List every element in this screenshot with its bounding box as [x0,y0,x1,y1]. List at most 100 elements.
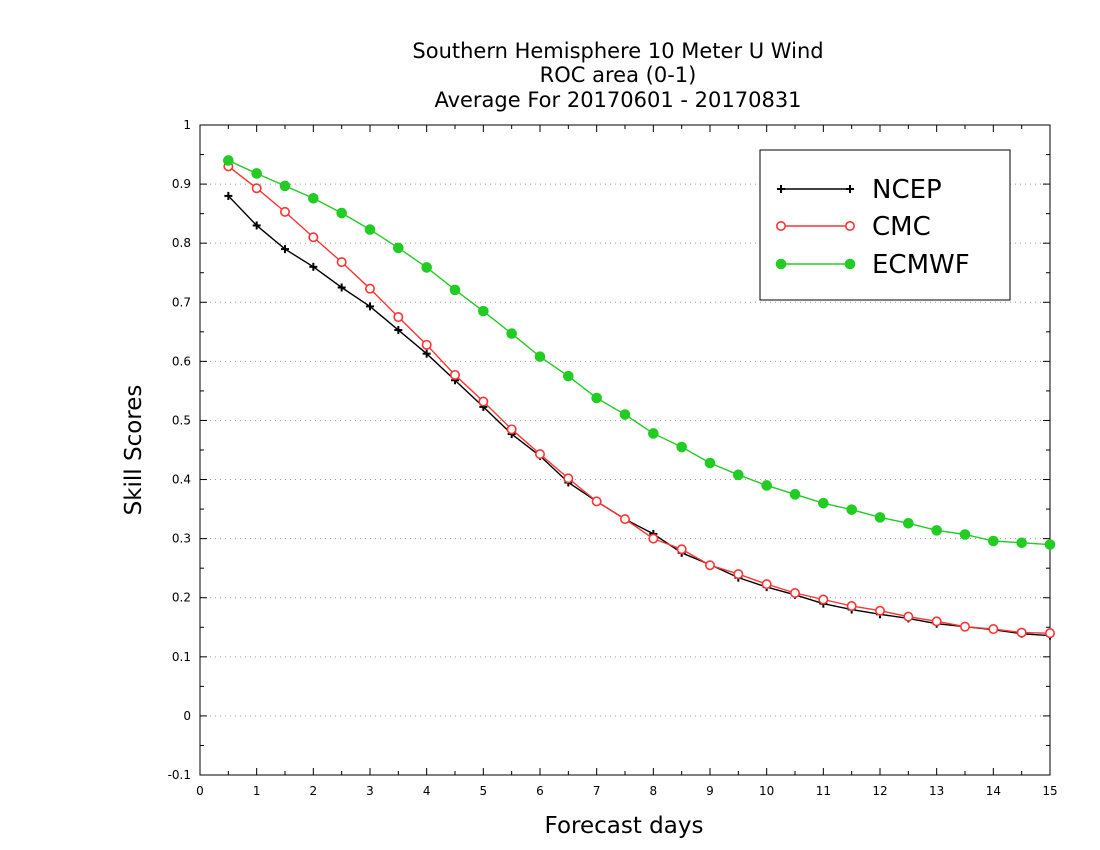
legend-swatch-marker [844,221,855,232]
ecmwf-point [761,480,772,491]
cmc-point [676,544,687,555]
cmc-point [336,257,347,268]
x-tick-label: 0 [196,784,204,798]
legend-item-cmc: CMC [775,212,931,242]
ncep-point [309,262,318,271]
ecmwf-point [988,535,999,547]
cmc-point [789,587,800,598]
x-axis-ticks: 0 1 2 3 4 5 6 7 8 9 10 11 12 13 14 15 [196,125,1058,798]
ecmwf-point [959,529,971,540]
x-tick-label: 1 [253,784,261,798]
y-tick-label: 0.7 [172,295,191,309]
cmc-point [874,605,885,616]
cmc-point [449,369,460,380]
cmc-point [704,560,715,571]
ncep-point [422,349,431,358]
title-line-2: ROC area (0-1) [540,63,697,87]
cmc-point [478,396,489,407]
cmc-point [733,569,744,580]
legend-box [759,149,1011,301]
title-line-3: Average For 20170601 - 20170831 [434,88,801,112]
y-tick-label: -0.1 [168,768,191,782]
y-tick-label: 0.8 [172,236,191,250]
ecmwf-point [336,207,347,219]
cmc-point [251,183,262,194]
cmc-point [421,339,432,350]
ecmwf-point [619,409,631,420]
ecmwf-point [591,392,602,404]
ecmwf-point [478,305,489,317]
x-tick-label: 15 [1042,784,1057,798]
ecmwf-point [846,504,857,515]
ecmwf-point [449,284,461,296]
y-tick-label: 0.5 [172,413,191,427]
series-cmc [223,161,1056,639]
x-tick-label: 14 [986,784,1001,798]
x-tick-label: 8 [650,784,658,798]
ecmwf-point [364,224,376,235]
ecmwf-point [818,497,829,509]
ecmwf-point [1016,537,1027,549]
cmc-point [903,611,914,622]
title-line-1: Southern Hemisphere 10 Meter U Wind [412,39,823,63]
y-tick-label: 0.9 [172,177,191,191]
legend-label-cmc: CMC [872,212,931,242]
ncep-point [366,302,374,311]
y-tick-label: 0.2 [172,591,191,605]
y-tick-label: 0.6 [172,354,191,368]
y-tick-label: 1 [183,118,191,132]
cmc-point [988,624,999,635]
ncep-point [281,245,289,254]
ecmwf-point [733,469,744,481]
x-tick-label: 10 [759,784,774,798]
cmc-point [364,283,375,294]
cmc-point [1016,627,1027,638]
ecmwf-point [251,168,262,179]
x-tick-label: 12 [872,784,887,798]
chart-title: Southern Hemisphere 10 Meter U Wind ROC … [412,39,823,112]
y-tick-label: 0 [183,709,191,723]
x-tick-label: 6 [536,784,544,798]
cmc-point [506,424,517,435]
x-tick-label: 4 [423,784,431,798]
y-axis-label: Skill Scores [121,385,147,516]
ncep-point [337,283,346,292]
x-tick-label: 7 [593,784,601,798]
x-tick-label: 5 [480,784,488,798]
ecmwf-point [506,328,517,339]
cmc-point [648,533,659,544]
ecmwf-point [931,525,942,536]
x-tick-label: 2 [310,784,318,798]
cmc-point [534,449,545,460]
cmc-point [308,232,319,243]
legend-label-ncep: NCEP [872,175,942,205]
x-tick-label: 9 [706,784,714,798]
series-layer [223,155,1056,640]
cmc-point [818,594,829,605]
cmc-point [761,579,772,590]
ncep-point [252,221,261,230]
ecmwf-point [903,517,914,529]
cmc-point [846,600,857,611]
ecmwf-point [223,155,234,166]
legend-item-ecmwf: ECMWF [775,250,970,280]
y-axis-ticks: -0.1 0 0.1 0.2 0.3 0.4 0.5 0.6 0.7 0.8 0.9 1 [168,118,1050,782]
ecmwf-point [563,370,574,382]
ncep-point [394,326,403,335]
ncep-point [224,191,233,200]
legend-swatch-marker [775,221,786,232]
series-ecmwf [223,155,1056,550]
y-tick-label: 0.3 [172,532,191,546]
cmc-point [1045,628,1056,639]
ecmwf-point [1044,539,1056,550]
ecmwf-point [676,441,687,453]
ecmwf-point [789,489,801,500]
legend-swatch-marker [777,185,785,193]
cmc-point [931,616,942,627]
x-tick-label: 11 [816,784,831,798]
x-axis-label: Forecast days [545,813,704,839]
x-tick-label: 13 [929,784,944,798]
cmc-point [591,496,602,507]
ecmwf-point [308,192,319,204]
